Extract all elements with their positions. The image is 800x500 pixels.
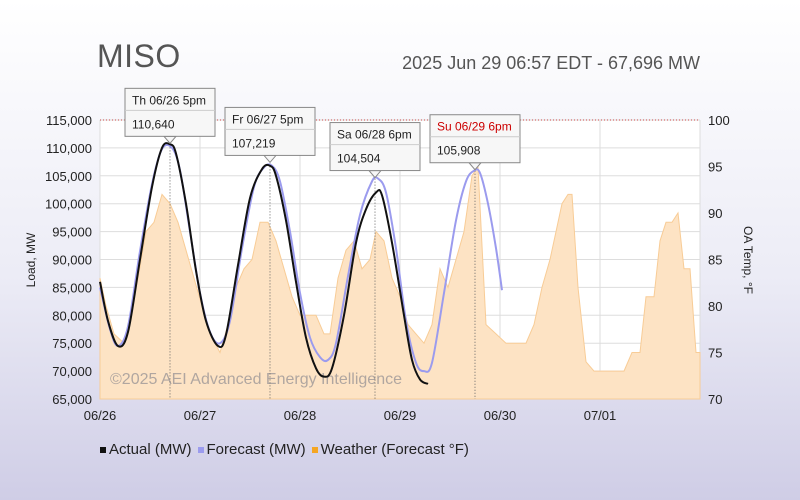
x-tick-label: 06/26: [84, 408, 117, 423]
y-right-tick-label: 85: [708, 253, 722, 268]
legend-item-weather[interactable]: Weather (Forecast °F): [311, 441, 469, 458]
callout-value: 107,219: [232, 136, 276, 150]
y-left-tick-label: 105,000: [45, 169, 92, 184]
y-right-tick-label: 95: [708, 160, 722, 175]
y-left-axis-label: Load, MW: [24, 232, 38, 287]
legend-item-actual[interactable]: Actual (MW): [100, 441, 192, 458]
x-tick-label: 06/27: [184, 408, 217, 423]
callout-box: [124, 87, 216, 137]
y-left-tick-label: 100,000: [45, 197, 92, 212]
watermark-text: ©2025 AEI Advanced Energy Intelligence: [110, 371, 402, 388]
annotation-callout: Fr 06/27 5pm 107,219: [224, 106, 316, 164]
x-tick-label: 06/28: [284, 408, 317, 423]
legend-swatch-actual: [100, 446, 106, 453]
annotation-callout: Th 06/26 5pm 110,640: [124, 87, 216, 145]
y-right-tick-label: 75: [708, 346, 722, 361]
y-right-tick-label: 90: [708, 206, 722, 221]
y-right-axis-label: OA Temp, °F: [741, 226, 755, 294]
chart-title: MISO: [97, 38, 181, 74]
x-tick-label: 06/30: [484, 408, 517, 423]
callout-box: [329, 122, 421, 172]
callout-box: [429, 114, 521, 164]
callout-title: Su 06/29 6pm: [437, 120, 512, 134]
chart-subtitle: 2025 Jun 29 06:57 EDT - 67,696 MW: [402, 53, 700, 73]
y-left-tick-label: 75,000: [52, 336, 92, 351]
legend-label-weather: Weather (Forecast °F): [320, 441, 469, 458]
y-left-tick-label: 65,000: [52, 392, 92, 407]
legend: Actual (MW) Forecast (MW) Weather (Forec…: [100, 441, 469, 458]
annotation-callout: Sa 06/28 6pm 104,504: [329, 122, 421, 179]
y-left-tick-label: 85,000: [52, 280, 92, 295]
callout-title: Sa 06/28 6pm: [337, 128, 412, 142]
y-right-tick-label: 70: [708, 392, 722, 407]
legend-label-actual: Actual (MW): [109, 441, 192, 458]
y-left-tick-label: 90,000: [52, 253, 92, 268]
y-left-tick-label: 95,000: [52, 225, 92, 240]
legend-swatch-forecast: [197, 446, 204, 453]
actual-line-series: [99, 142, 429, 385]
y-left-tick-label: 115,000: [46, 113, 92, 128]
legend-swatch-weather: [311, 446, 318, 453]
legend-item-forecast[interactable]: Forecast (MW): [197, 441, 306, 458]
x-tick-label: 07/01: [584, 408, 617, 423]
legend-label-forecast: Forecast (MW): [206, 441, 306, 458]
callout-title: Fr 06/27 5pm: [232, 112, 303, 126]
weather-area-series: [99, 164, 701, 400]
callout-value: 110,640: [132, 117, 175, 131]
annotation-callout: Su 06/29 6pm 105,908: [429, 114, 521, 171]
y-right-tick-label: 80: [708, 299, 722, 314]
callout-value: 105,908: [437, 144, 481, 158]
callout-title: Th 06/26 5pm: [132, 93, 206, 107]
forecast-line-series: [99, 143, 503, 373]
x-tick-label: 06/29: [384, 408, 417, 423]
y-right-tick-label: 100: [708, 113, 730, 128]
callout-value: 104,504: [337, 152, 381, 166]
y-left-tick-label: 110,000: [46, 141, 92, 156]
y-left-tick-label: 80,000: [52, 308, 92, 323]
y-left-tick-label: 70,000: [52, 364, 92, 379]
callout-box: [224, 106, 316, 156]
